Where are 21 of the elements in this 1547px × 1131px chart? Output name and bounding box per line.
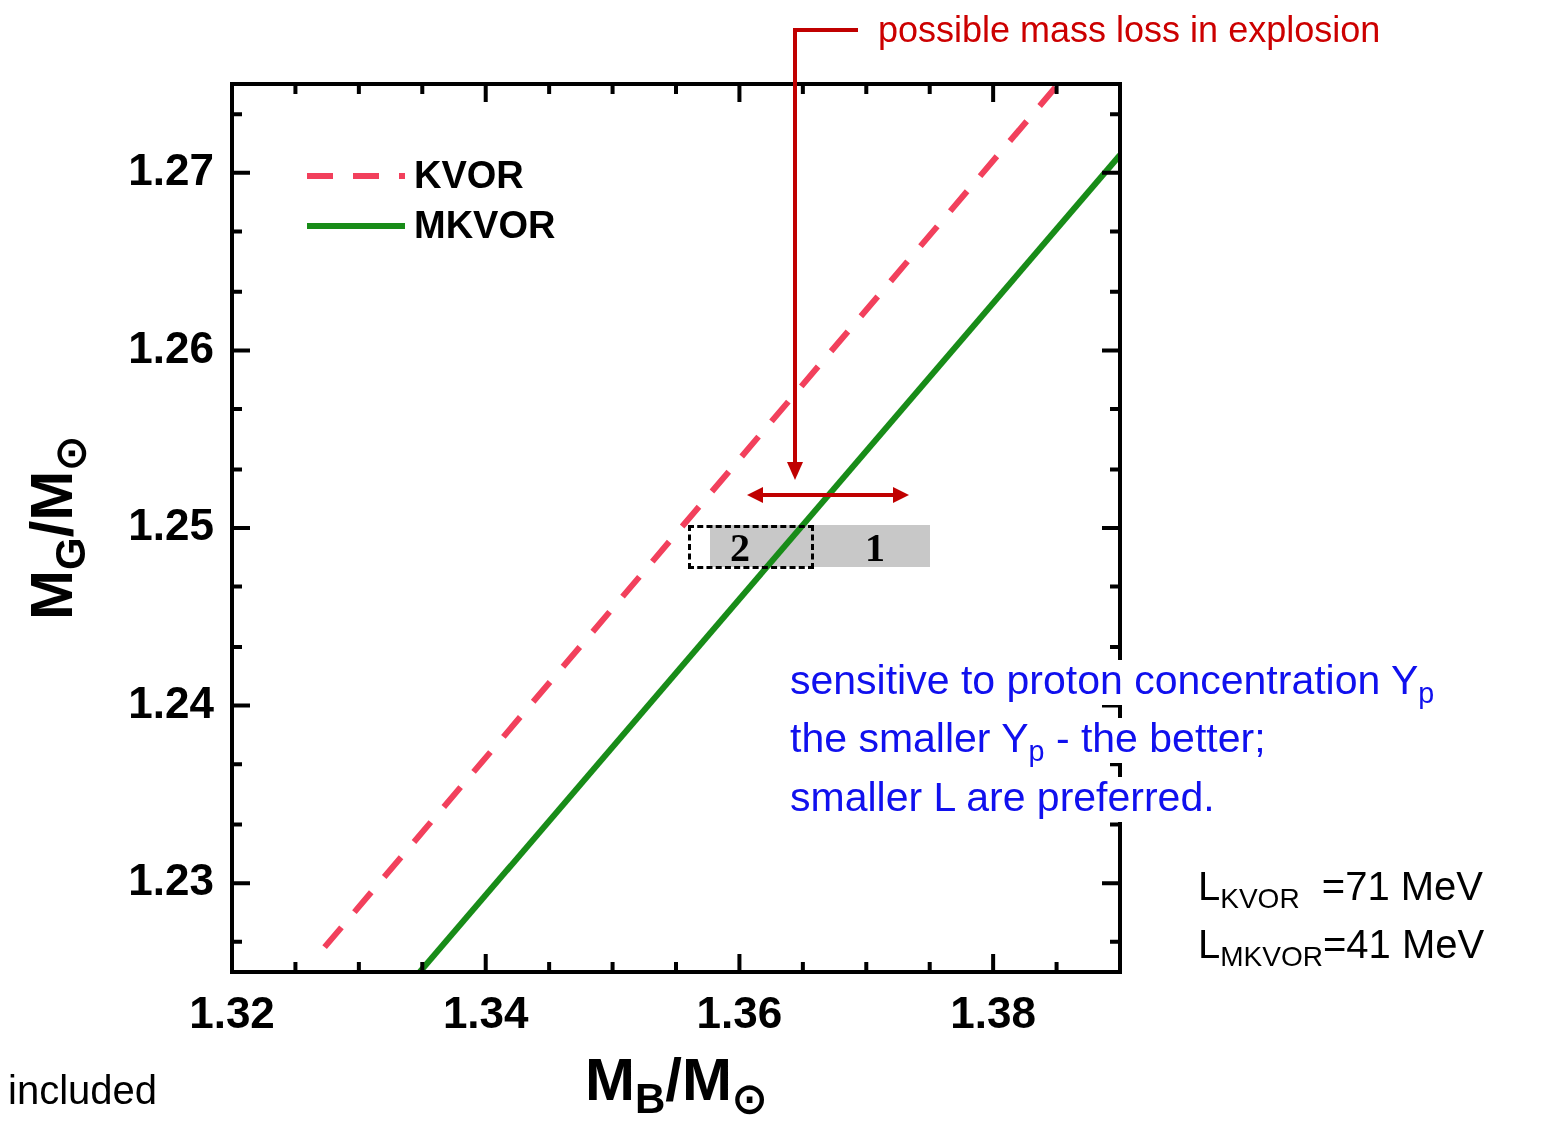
- annotation: 2: [730, 525, 750, 570]
- annotation: 1: [865, 525, 885, 570]
- text: L$_{KVOR}$ =71 MeV: [1198, 864, 1484, 915]
- text: possible mass loss in explosion: [878, 9, 1381, 50]
- y-tick-label: 1.23: [128, 855, 214, 905]
- legend-label: KVOR: [414, 154, 524, 197]
- annotation: smaller L are preferred.: [790, 774, 1219, 822]
- x-axis-title: M$_{B}$/M$_{⊙}$: [585, 1046, 767, 1122]
- text: L$_{MKVOR}$=41 MeV: [1198, 922, 1485, 973]
- legend-label: MKVOR: [414, 204, 556, 247]
- y-tick-label: 1.27: [128, 144, 214, 194]
- annotation: the smaller Y$_{p}$ - the better;: [790, 715, 1267, 767]
- x-tick-label: 1.36: [696, 988, 783, 1038]
- x-tick-label: 1.34: [442, 988, 530, 1038]
- x-tick-label: 1.32: [189, 988, 275, 1038]
- y-tick-label: 1.25: [128, 500, 214, 550]
- annotation: sensitive to proton concentration Y$_{p}$: [790, 657, 1436, 709]
- x-tick-label: 1.38: [950, 988, 1036, 1038]
- y-tick-label: 1.26: [128, 322, 214, 372]
- text: included: [8, 1068, 158, 1112]
- y-tick-label: 1.24: [128, 677, 215, 727]
